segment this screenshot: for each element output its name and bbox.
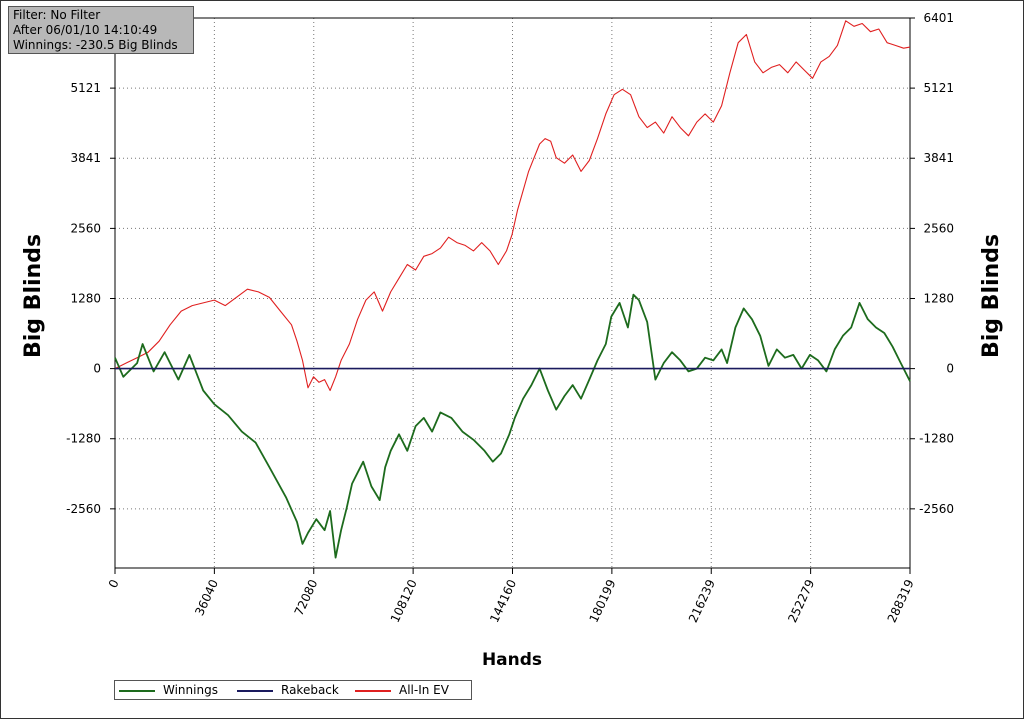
series-line-all-in-ev: [114, 20, 911, 392]
legend-item-allin-ev: All-In EV: [355, 681, 449, 699]
y-tick-label-left: -2560: [66, 502, 101, 516]
x-axis-label: Hands: [482, 650, 542, 670]
y-tick-label-right: 3841: [923, 151, 954, 165]
legend: Winnings Rakeback All-In EV: [114, 680, 472, 700]
y-tick-label-right: -1280: [919, 432, 954, 446]
x-tick-label: 144160: [487, 577, 519, 624]
plot-area: [114, 17, 911, 569]
x-tick-label: 252279: [785, 577, 817, 624]
legend-item-winnings: Winnings: [119, 681, 218, 699]
x-tick-label: 72080: [292, 577, 321, 618]
x-tick-label: 36040: [192, 577, 221, 618]
legend-label-winnings: Winnings: [163, 683, 218, 697]
y-tick-label-left: 2560: [70, 221, 101, 235]
x-tick-label: 216239: [686, 577, 718, 624]
y-tick-label-right: 6401: [923, 11, 954, 25]
winnings-swatch: [119, 689, 155, 692]
y-tick-label-left: 5121: [70, 81, 101, 95]
allin-ev-swatch: [355, 689, 391, 692]
y-tick-label-left: 1280: [70, 292, 101, 306]
winnings-text: Winnings: -230.5 Big Blinds: [13, 38, 178, 52]
x-tick-label: 108120: [388, 577, 420, 624]
rakeback-swatch: [237, 689, 273, 692]
x-tick-label: 180199: [587, 577, 619, 624]
x-axis: 0 36040 72080 108120 144160 180199 216239 25227…: [106, 568, 917, 625]
y-tick-label-right: 1280: [923, 292, 954, 306]
grid: [114, 17, 911, 568]
y-axis-right: 6401 5121 3841 2560 1280 0 -1280 -2560: [910, 11, 954, 516]
x-tick-label: 0: [106, 577, 122, 590]
x-tick-label: 288319: [885, 577, 917, 624]
y-tick-label-left: 3841: [70, 151, 101, 165]
y-tick-label-right: -2560: [919, 502, 954, 516]
y-tick-label-left: 0: [93, 362, 101, 376]
y-axis-label-right: Big Blinds: [979, 234, 1004, 358]
legend-item-rakeback: Rakeback: [237, 681, 339, 699]
y-tick-label-left: -1280: [66, 432, 101, 446]
legend-label-allin-ev: All-In EV: [399, 683, 449, 697]
after-text: After 06/01/10 14:10:49: [13, 23, 158, 37]
legend-label-rakeback: Rakeback: [281, 683, 339, 697]
series-layer: [114, 20, 911, 559]
series-line-winnings: [114, 293, 911, 559]
filter-text: Filter: No Filter: [13, 8, 101, 22]
y-tick-label-right: 0: [946, 362, 954, 376]
y-axis-label-left: Big Blinds: [21, 234, 46, 358]
y-tick-label-right: 2560: [923, 221, 954, 235]
y-tick-label-right: 5121: [923, 81, 954, 95]
info-box: Filter: No Filter After 06/01/10 14:10:4…: [8, 6, 194, 54]
